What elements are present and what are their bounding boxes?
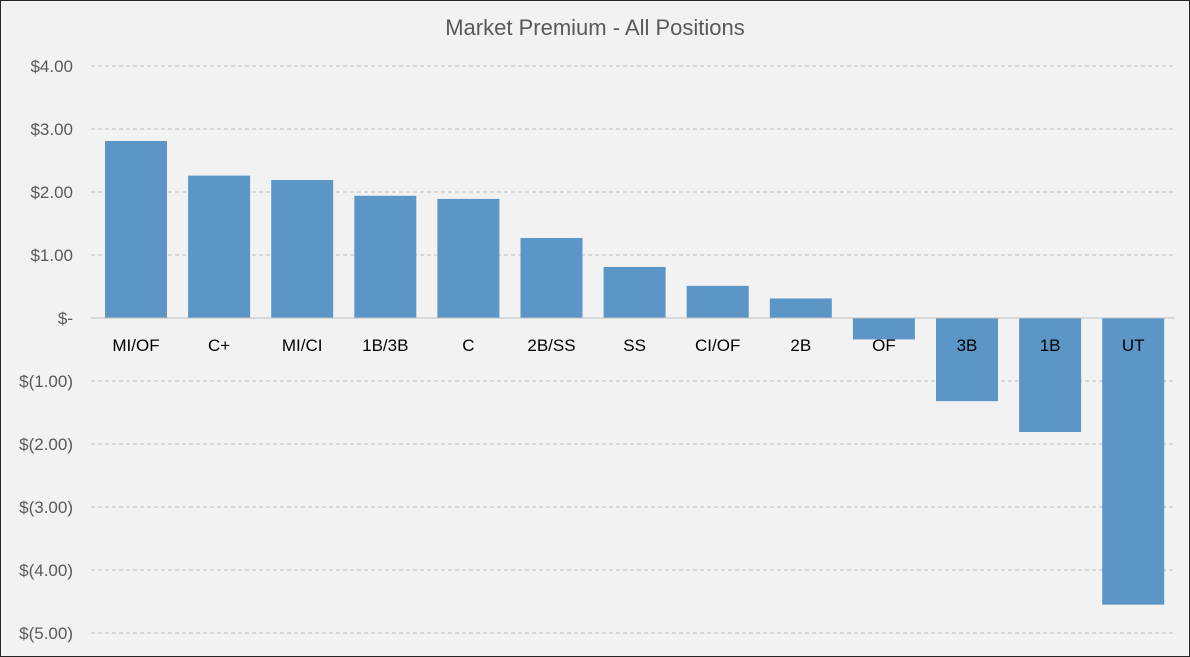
bar xyxy=(769,298,832,318)
bar xyxy=(437,198,500,318)
x-tick-label: MI/CI xyxy=(282,336,323,355)
x-tick-label: UT xyxy=(1122,336,1145,355)
x-tick-label: C+ xyxy=(208,336,230,355)
bar xyxy=(1102,318,1165,605)
x-tick-label: 2B xyxy=(790,336,811,355)
y-tick-label: $1.00 xyxy=(30,246,73,265)
x-tick-label: OF xyxy=(872,336,896,355)
y-tick-label: $- xyxy=(58,309,73,328)
x-tick-label: CI/OF xyxy=(695,336,740,355)
y-tick-label: $(2.00) xyxy=(19,435,73,454)
y-tick-label: $(4.00) xyxy=(19,561,73,580)
bar xyxy=(603,266,666,318)
x-tick-label: 2B/SS xyxy=(527,336,575,355)
y-tick-label: $(3.00) xyxy=(19,498,73,517)
bar xyxy=(1019,318,1082,433)
bar xyxy=(936,318,998,402)
bar xyxy=(271,180,334,318)
bar xyxy=(354,195,417,318)
x-tick-label: MI/OF xyxy=(112,336,159,355)
chart-title: Market Premium - All Positions xyxy=(445,15,745,40)
x-tick-label: SS xyxy=(623,336,646,355)
bar xyxy=(188,175,251,318)
y-tick-label: $2.00 xyxy=(30,183,73,202)
bar xyxy=(852,318,915,340)
y-tick-label: $(1.00) xyxy=(19,372,73,391)
bar xyxy=(105,140,167,318)
x-tick-label: 1B/3B xyxy=(362,336,408,355)
x-tick-label: 3B xyxy=(957,336,978,355)
y-tick-label: $3.00 xyxy=(30,120,73,139)
bar xyxy=(686,285,749,318)
y-tick-label: $(5.00) xyxy=(19,624,73,643)
x-tick-label: 1B xyxy=(1040,336,1061,355)
y-tick-label: $4.00 xyxy=(30,57,73,76)
x-tick-label: C xyxy=(462,336,474,355)
bar xyxy=(520,237,583,318)
